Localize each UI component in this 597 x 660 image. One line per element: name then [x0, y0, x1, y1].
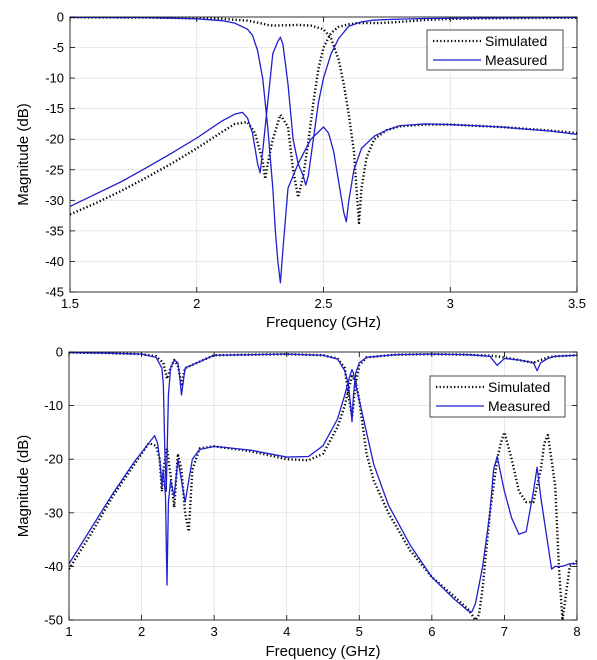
- y-tick-label: -10: [44, 398, 63, 413]
- y-tick-label: -40: [45, 254, 64, 269]
- y-tick-label: -20: [44, 452, 63, 467]
- bottom-chart: 1 2 3 4 5 6 7 8 0 -10 -20 -30 -40 -50 Frequency (GHz)…: [15, 345, 581, 660]
- x-tick-label: 5: [356, 624, 363, 639]
- x-tick-label: 1: [65, 624, 72, 639]
- plot-frame: [68, 351, 578, 621]
- simulated-curve-1: [70, 17, 577, 216]
- legend-measured-label: Measured: [485, 52, 547, 68]
- y-axis-label: Magnitude (dB): [15, 103, 32, 206]
- simulated-curve-1: [69, 374, 577, 620]
- legend-measured-label: Measured: [488, 398, 550, 414]
- x-tick-label: 8: [573, 624, 580, 639]
- y-tick-label: -30: [45, 193, 64, 208]
- legend-box: [429, 375, 566, 418]
- x-tick-label: 7: [501, 624, 508, 639]
- y-tick-label: -5: [52, 40, 64, 55]
- measured-curve-1: [70, 17, 577, 208]
- legend-simulated-label: Simulated: [485, 33, 547, 49]
- x-tick-label: 2.5: [314, 296, 332, 311]
- x-tick-label: 1.5: [61, 296, 79, 311]
- legend-simulated-label: Simulated: [488, 379, 550, 395]
- y-axis-label: Magnitude (dB): [15, 435, 32, 538]
- x-tick-label: 3: [447, 296, 454, 311]
- x-tick-label: 4: [283, 624, 290, 639]
- y-tick-label: 0: [56, 345, 63, 360]
- legend-box: [426, 29, 564, 71]
- y-tick-label: -30: [44, 505, 63, 520]
- legend: Simulated Measured: [429, 375, 566, 418]
- y-tick-label: -35: [45, 223, 64, 238]
- measured-curve-2: [69, 352, 577, 493]
- y-tick-label: -25: [45, 162, 64, 177]
- x-tick-label: 6: [428, 624, 435, 639]
- y-tick-label: -45: [45, 285, 64, 300]
- x-axis-label: Frequency (GHz): [266, 314, 381, 331]
- y-tick-label: -10: [45, 71, 64, 86]
- y-tick-label: -20: [45, 132, 64, 147]
- measured-curve-2: [70, 17, 577, 284]
- x-axis-label: Frequency (GHz): [265, 643, 380, 660]
- top-chart: 1.5 2 2.5 3 3.5 0 -5 -10 -15 -20 -25 -30 -35 -40 -45 F…: [15, 10, 586, 332]
- x-tick-label: 3.5: [568, 296, 586, 311]
- measured-curve-1: [69, 369, 577, 613]
- x-tick-label: 2: [138, 624, 145, 639]
- legend: Simulated Measured: [426, 29, 564, 71]
- y-tick-label: -50: [44, 613, 63, 628]
- x-tick-label: 3: [211, 624, 218, 639]
- y-tick-label: -15: [45, 101, 64, 116]
- y-tick-label: -40: [44, 559, 63, 574]
- x-tick-label: 2: [193, 296, 200, 311]
- y-tick-label: 0: [57, 10, 64, 25]
